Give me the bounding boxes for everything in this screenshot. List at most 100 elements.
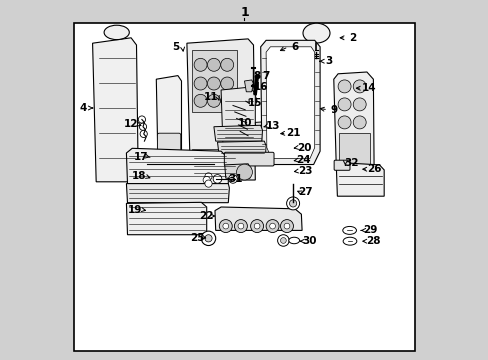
Circle shape [352,98,366,111]
Circle shape [138,116,145,123]
Polygon shape [186,39,255,180]
FancyBboxPatch shape [333,160,349,170]
Circle shape [139,123,146,130]
Text: 25: 25 [190,233,204,243]
Text: 23: 23 [297,166,312,176]
Circle shape [140,130,147,138]
Text: 6: 6 [291,42,298,52]
Text: 7: 7 [262,71,269,81]
Circle shape [277,235,288,246]
Text: 8: 8 [253,71,260,81]
Polygon shape [255,122,268,148]
Circle shape [280,220,293,233]
Circle shape [269,223,275,229]
Text: 30: 30 [302,236,317,246]
Circle shape [204,180,212,187]
Circle shape [286,197,299,210]
Circle shape [220,77,233,90]
Circle shape [207,58,220,71]
Text: 1: 1 [240,6,248,19]
Circle shape [280,238,285,243]
Text: 15: 15 [247,98,262,108]
Circle shape [234,220,247,233]
Circle shape [207,94,220,107]
Text: 31: 31 [228,174,242,184]
Circle shape [238,223,244,229]
Circle shape [265,220,279,233]
Circle shape [220,58,233,71]
FancyBboxPatch shape [157,133,181,169]
Polygon shape [333,72,373,167]
Ellipse shape [104,25,129,40]
FancyBboxPatch shape [224,152,273,166]
Text: 27: 27 [298,187,312,197]
Circle shape [213,175,222,183]
Circle shape [352,116,366,129]
Bar [192,50,237,112]
Circle shape [337,80,350,93]
Polygon shape [213,125,262,141]
Circle shape [250,220,263,233]
Text: 26: 26 [367,164,381,174]
Polygon shape [265,47,314,158]
Text: 24: 24 [296,155,310,165]
Polygon shape [92,38,138,182]
Circle shape [337,98,350,111]
Circle shape [352,80,366,93]
Text: 19: 19 [127,204,142,215]
Circle shape [236,164,252,180]
Circle shape [207,77,220,90]
Circle shape [203,176,210,184]
Polygon shape [247,95,257,110]
Polygon shape [336,163,384,196]
Text: 2: 2 [348,33,355,43]
Polygon shape [126,148,228,184]
Ellipse shape [342,226,356,234]
Polygon shape [215,207,302,230]
Ellipse shape [288,237,299,244]
Polygon shape [221,87,255,144]
Polygon shape [224,164,250,178]
Text: 17: 17 [133,152,148,162]
Text: 3: 3 [325,56,332,66]
Circle shape [289,200,296,207]
Text: 5: 5 [172,42,180,52]
Text: 12: 12 [123,119,138,129]
Circle shape [194,58,206,71]
Circle shape [337,116,350,129]
Text: 9: 9 [330,105,337,115]
Text: 20: 20 [296,143,310,153]
Ellipse shape [343,237,356,245]
Circle shape [223,223,228,229]
Polygon shape [126,184,229,203]
Text: 21: 21 [285,128,300,138]
Circle shape [254,223,260,229]
Text: 10: 10 [238,118,252,128]
Polygon shape [260,40,320,165]
Text: 28: 28 [366,236,380,246]
Polygon shape [156,76,181,169]
Circle shape [201,231,215,246]
Circle shape [228,175,237,183]
Text: 32: 32 [344,158,358,168]
Text: 16: 16 [253,82,267,93]
Circle shape [194,77,206,90]
Text: 18: 18 [132,171,146,181]
Ellipse shape [303,23,329,43]
Circle shape [194,94,206,107]
Circle shape [219,220,232,233]
Circle shape [204,173,212,180]
Polygon shape [217,141,265,157]
Text: 13: 13 [265,121,280,131]
Polygon shape [126,202,206,235]
Text: 4: 4 [80,103,87,113]
Text: 22: 22 [199,211,214,221]
Text: 11: 11 [203,92,218,102]
Bar [338,133,370,166]
Text: 14: 14 [361,83,375,93]
Circle shape [220,94,233,107]
Bar [192,149,237,178]
Circle shape [284,223,289,229]
Circle shape [204,235,212,242]
Text: 29: 29 [363,225,377,235]
